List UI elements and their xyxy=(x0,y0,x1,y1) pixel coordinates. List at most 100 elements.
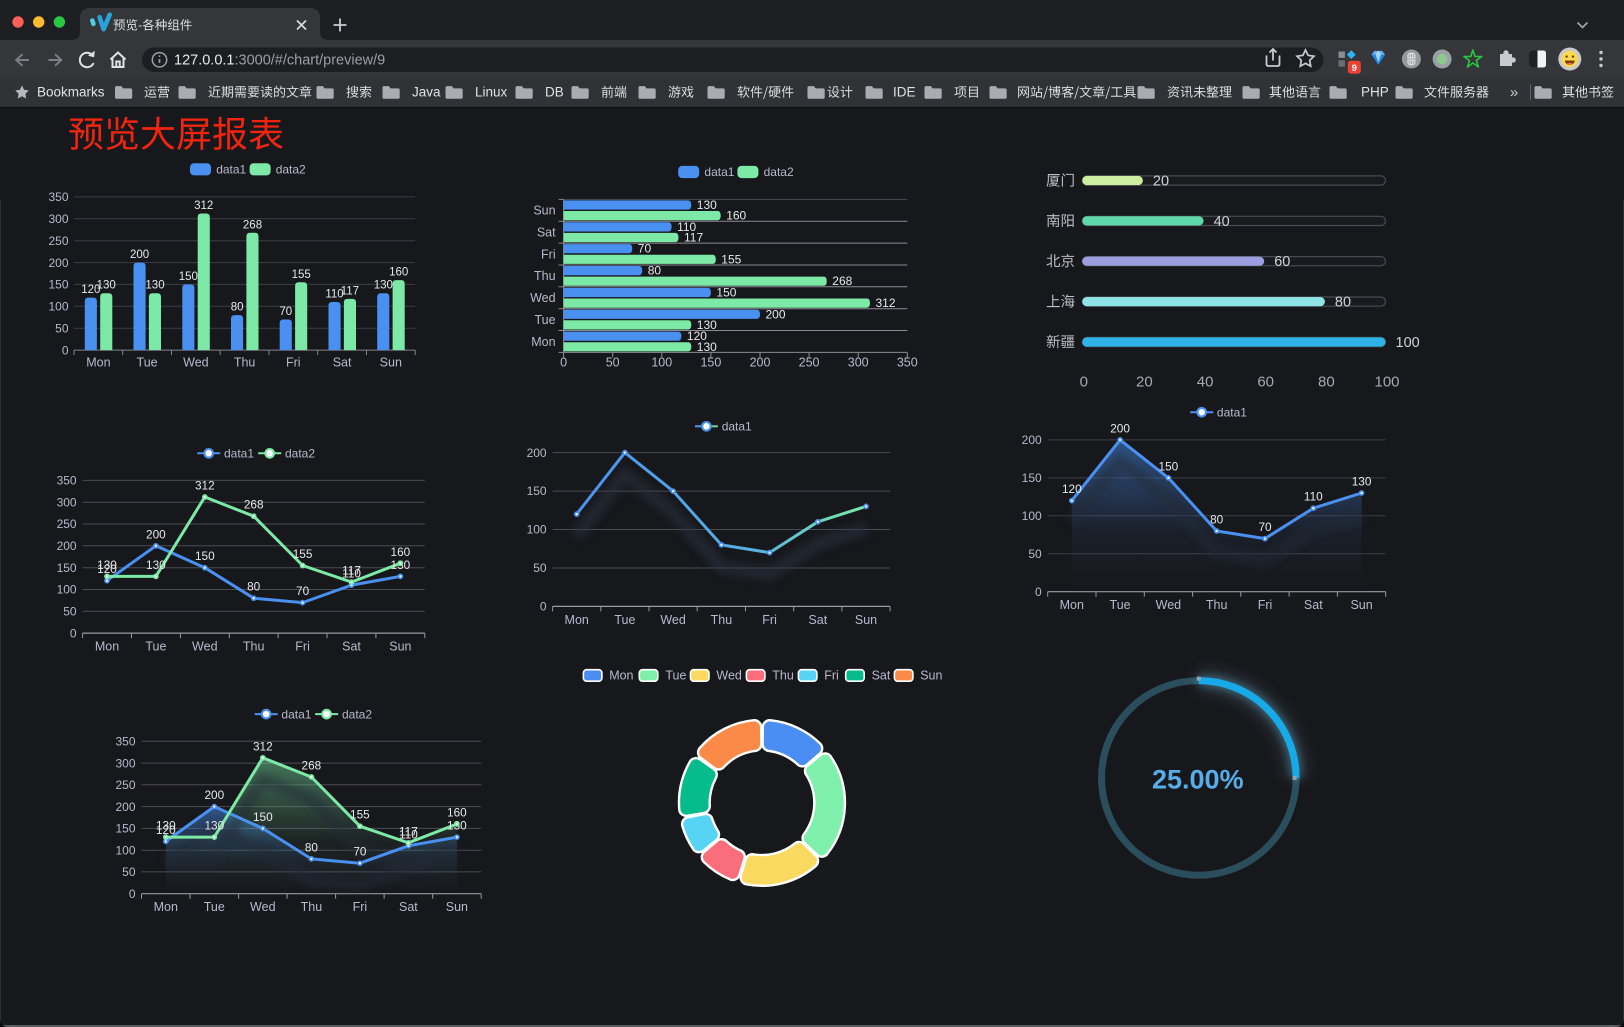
svg-text:110: 110 xyxy=(325,289,343,301)
svg-text:40: 40 xyxy=(1214,214,1230,230)
svg-text:0: 0 xyxy=(1080,374,1088,391)
svg-text:Sat: Sat xyxy=(808,613,827,627)
svg-text:Mon: Mon xyxy=(565,613,589,627)
svg-text:data1: data1 xyxy=(1217,406,1247,420)
svg-text:155: 155 xyxy=(292,269,311,281)
svg-text:0: 0 xyxy=(540,600,547,614)
svg-text:Fri: Fri xyxy=(353,900,368,914)
svg-text:70: 70 xyxy=(1258,520,1272,534)
svg-text:268: 268 xyxy=(832,274,852,288)
svg-text:300: 300 xyxy=(115,756,135,770)
svg-text:150: 150 xyxy=(700,356,721,370)
svg-text:200: 200 xyxy=(204,788,224,802)
svg-text:100: 100 xyxy=(1396,335,1420,351)
svg-text:117: 117 xyxy=(341,285,359,297)
svg-text:100: 100 xyxy=(1374,374,1399,391)
svg-text:data1: data1 xyxy=(281,707,311,721)
svg-text:Thu: Thu xyxy=(301,900,323,914)
svg-text:150: 150 xyxy=(115,822,135,836)
svg-text:200: 200 xyxy=(146,527,166,541)
svg-text:350: 350 xyxy=(57,474,77,488)
svg-text:25.00%: 25.00% xyxy=(1152,765,1244,795)
svg-text:0: 0 xyxy=(1035,585,1042,599)
svg-text:130: 130 xyxy=(697,340,717,354)
svg-text:150: 150 xyxy=(716,286,736,300)
svg-text:150: 150 xyxy=(195,549,215,563)
svg-text:150: 150 xyxy=(1159,459,1179,473)
svg-text:Sat: Sat xyxy=(333,356,352,370)
svg-text:130: 130 xyxy=(1352,475,1372,489)
svg-text:268: 268 xyxy=(243,219,262,231)
svg-text:160: 160 xyxy=(389,267,408,279)
svg-text:60: 60 xyxy=(1274,254,1290,270)
svg-text:Mon: Mon xyxy=(86,356,110,370)
svg-text:Wed: Wed xyxy=(530,291,556,305)
svg-text:200: 200 xyxy=(57,539,77,553)
svg-text:Wed: Wed xyxy=(250,900,276,914)
svg-text:0: 0 xyxy=(129,887,136,901)
svg-text:Mon: Mon xyxy=(154,900,178,914)
svg-text:Mon: Mon xyxy=(609,669,633,683)
svg-text:Thu: Thu xyxy=(772,669,794,683)
svg-text:130: 130 xyxy=(697,318,717,332)
svg-text:110: 110 xyxy=(1304,490,1323,504)
svg-text:0: 0 xyxy=(560,356,567,370)
svg-text:312: 312 xyxy=(876,296,896,310)
svg-text:Wed: Wed xyxy=(660,613,686,627)
svg-text:120: 120 xyxy=(1062,482,1082,496)
svg-text:120: 120 xyxy=(156,823,176,837)
svg-text:350: 350 xyxy=(48,190,68,204)
svg-text:Wed: Wed xyxy=(183,356,209,370)
svg-text:Sat: Sat xyxy=(399,900,418,914)
svg-text:200: 200 xyxy=(750,356,771,370)
svg-text:Sat: Sat xyxy=(1304,598,1323,612)
svg-text:Thu: Thu xyxy=(234,356,256,370)
svg-text:160: 160 xyxy=(391,545,411,559)
svg-text:250: 250 xyxy=(799,356,820,370)
svg-text:80: 80 xyxy=(1210,513,1224,527)
svg-text:80: 80 xyxy=(305,840,319,854)
svg-text:350: 350 xyxy=(115,735,135,749)
svg-text:70: 70 xyxy=(296,584,310,598)
svg-text:Mon: Mon xyxy=(95,640,119,654)
svg-text:120: 120 xyxy=(97,562,117,576)
svg-text:data1: data1 xyxy=(224,447,254,461)
svg-text:155: 155 xyxy=(350,808,370,822)
svg-text:312: 312 xyxy=(194,200,213,212)
svg-text:312: 312 xyxy=(253,739,273,753)
svg-text:70: 70 xyxy=(279,306,292,318)
svg-text:Wed: Wed xyxy=(716,669,742,683)
svg-text:50: 50 xyxy=(63,605,77,619)
svg-text:100: 100 xyxy=(651,356,672,370)
svg-text:data2: data2 xyxy=(342,707,372,721)
svg-text:300: 300 xyxy=(848,356,869,370)
svg-text:300: 300 xyxy=(57,495,77,509)
svg-text:9: 9 xyxy=(1352,63,1357,74)
svg-text:Sat: Sat xyxy=(537,226,556,240)
svg-text:80: 80 xyxy=(1335,295,1351,311)
svg-text:50: 50 xyxy=(606,356,620,370)
svg-text:117: 117 xyxy=(684,231,703,245)
svg-text:Thu: Thu xyxy=(534,269,556,283)
svg-text:300: 300 xyxy=(48,212,68,226)
svg-text:Linux: Linux xyxy=(475,85,508,100)
svg-text:130: 130 xyxy=(146,558,166,572)
svg-text:312: 312 xyxy=(195,479,215,493)
svg-text:0: 0 xyxy=(62,343,69,357)
svg-text:350: 350 xyxy=(897,356,918,370)
svg-text:20: 20 xyxy=(1153,174,1169,190)
svg-text:Tue: Tue xyxy=(137,356,158,370)
svg-text:155: 155 xyxy=(721,252,741,266)
svg-text:200: 200 xyxy=(527,446,547,460)
svg-text:Thu: Thu xyxy=(243,640,265,654)
svg-text:127.0.0.1:3000/#/chart/preview: 127.0.0.1:3000/#/chart/preview/9 xyxy=(174,53,385,69)
svg-text:130: 130 xyxy=(145,280,164,292)
svg-text:80: 80 xyxy=(247,580,261,594)
svg-text:Mon: Mon xyxy=(531,335,555,349)
svg-text:data1: data1 xyxy=(704,165,734,179)
svg-text:50: 50 xyxy=(55,321,69,335)
svg-text:Tue: Tue xyxy=(614,613,635,627)
svg-text:Sat: Sat xyxy=(342,640,361,654)
svg-text:250: 250 xyxy=(57,517,77,531)
svg-text:Tue: Tue xyxy=(145,640,166,654)
